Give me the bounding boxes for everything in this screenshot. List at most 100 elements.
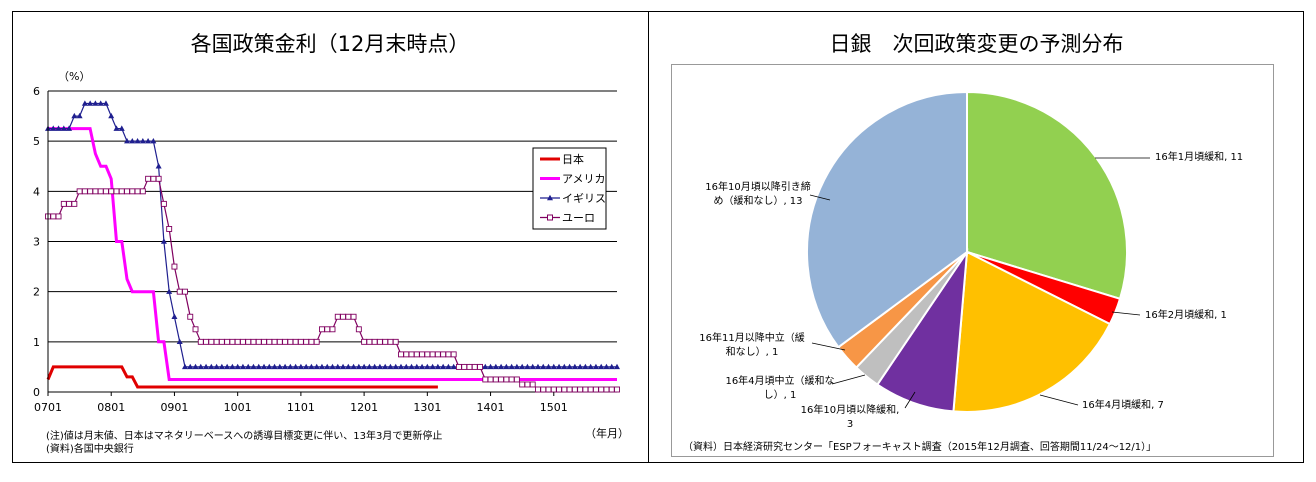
x-axis-unit-label: （年月） [585,427,629,440]
series-marker-3 [513,376,520,383]
series-marker-2 [550,363,557,370]
series-marker-3 [55,213,62,220]
pie-slice-label: 16年4月頃緩和, 7 [1082,398,1164,411]
series-marker-3 [155,175,162,182]
series-marker-2 [118,125,125,131]
series-marker-2 [382,363,389,370]
series-marker-2 [261,363,268,370]
series-marker-3 [182,288,188,295]
series-marker-2 [308,363,315,370]
series-marker-2 [213,363,220,370]
series-marker-2 [181,363,188,370]
series-marker-2 [329,363,336,370]
series-marker-2 [355,363,362,370]
series-marker-2 [276,363,283,370]
series-marker-2 [571,363,578,370]
series-marker-2 [229,363,236,370]
series-marker-2 [487,363,494,370]
legend-label: ユーロ [562,212,595,225]
series-marker-2 [81,100,88,106]
series-marker-2 [255,363,262,370]
legend-box [532,147,607,230]
series-marker-2 [387,363,394,370]
pie-leader-line [1039,394,1079,406]
series-marker-2 [424,363,431,370]
series-marker-3 [192,326,199,333]
series-marker-2 [239,363,246,370]
series-marker-2 [345,363,352,370]
left-note-line2: (資料)各国中央銀行 [46,444,134,455]
series-marker-2 [429,363,436,370]
series-marker-2 [566,363,573,370]
legend-label: イギリス [562,192,606,205]
series-marker-2 [408,363,415,370]
series-marker-3 [529,381,536,388]
series-marker-2 [218,363,225,370]
series-marker-2 [113,125,120,131]
pie-slice-label: 16年2月頃緩和, 1 [1145,308,1227,321]
series-marker-2 [287,363,294,370]
series-marker-2 [361,363,368,370]
series-marker-2 [445,363,452,370]
series-marker-2 [234,363,241,370]
series-marker-2 [524,363,531,370]
series-marker-3 [187,313,194,320]
x-tick-label: 1201 [350,401,378,414]
series-marker-2 [203,363,210,370]
series-marker-2 [55,125,62,131]
series-marker-2 [60,125,67,131]
series-marker-2 [134,137,141,144]
series-marker-2 [282,363,289,370]
forecast-pie-chart: 16年1月頃緩和, 11 16年2月頃緩和, 1 16年4月頃緩和, 7 16年10月… [699,90,1243,430]
series-marker-2 [419,363,426,370]
series-marker-2 [492,363,499,370]
series-marker-2 [324,363,331,370]
series-marker-3 [139,188,146,195]
series-marker-2 [224,363,231,370]
series-marker-2 [66,125,73,131]
series-marker-2 [366,363,373,370]
series-marker-2 [150,137,157,144]
left-chart-title: 各国政策金利（12月末時点） [190,32,470,56]
series-marker-2 [208,363,215,370]
series-marker-2 [108,112,115,119]
series-marker-2 [87,100,94,106]
series-marker-2 [608,363,615,370]
series-marker-2 [556,363,563,370]
x-tick-label: 1401 [477,401,505,414]
x-tick-label: 0901 [160,401,188,414]
series-marker-3 [614,386,620,393]
series-marker-2 [519,363,526,370]
series-marker-3 [166,226,173,232]
series-marker-2 [303,363,310,370]
series-marker-3 [171,263,178,270]
legend-marker [547,194,553,201]
y-tick-label: 1 [33,336,40,349]
legend-label: アメリカ [562,173,605,186]
series-marker-2 [129,137,136,144]
y-tick-label: 0 [33,386,40,399]
panel-divider [648,11,649,463]
series-marker-2 [450,363,457,370]
series-marker-2 [397,363,404,370]
series-marker-3 [160,200,167,207]
series-marker-2 [340,363,347,370]
x-tick-label: 1001 [224,401,252,414]
series-marker-2 [545,363,552,370]
right-source-note: （資料）日本経済研究センター「ESPフォーキャスト調査（2015年12月調査、回… [683,442,1157,453]
legend-marker [547,214,553,221]
series-marker-3 [355,326,362,333]
series-marker-2 [498,363,505,370]
series-marker-2 [540,363,547,370]
series-marker-2 [534,363,541,370]
series-marker-2 [124,137,131,144]
series-marker-2 [334,363,341,370]
series-marker-2 [318,363,325,370]
series-marker-2 [171,313,178,319]
series-marker-2 [482,363,489,370]
series-marker-2 [245,363,252,370]
series-marker-2 [71,112,78,119]
series-marker-2 [145,137,152,144]
series-marker-2 [139,137,146,144]
series-marker-2 [97,100,104,106]
